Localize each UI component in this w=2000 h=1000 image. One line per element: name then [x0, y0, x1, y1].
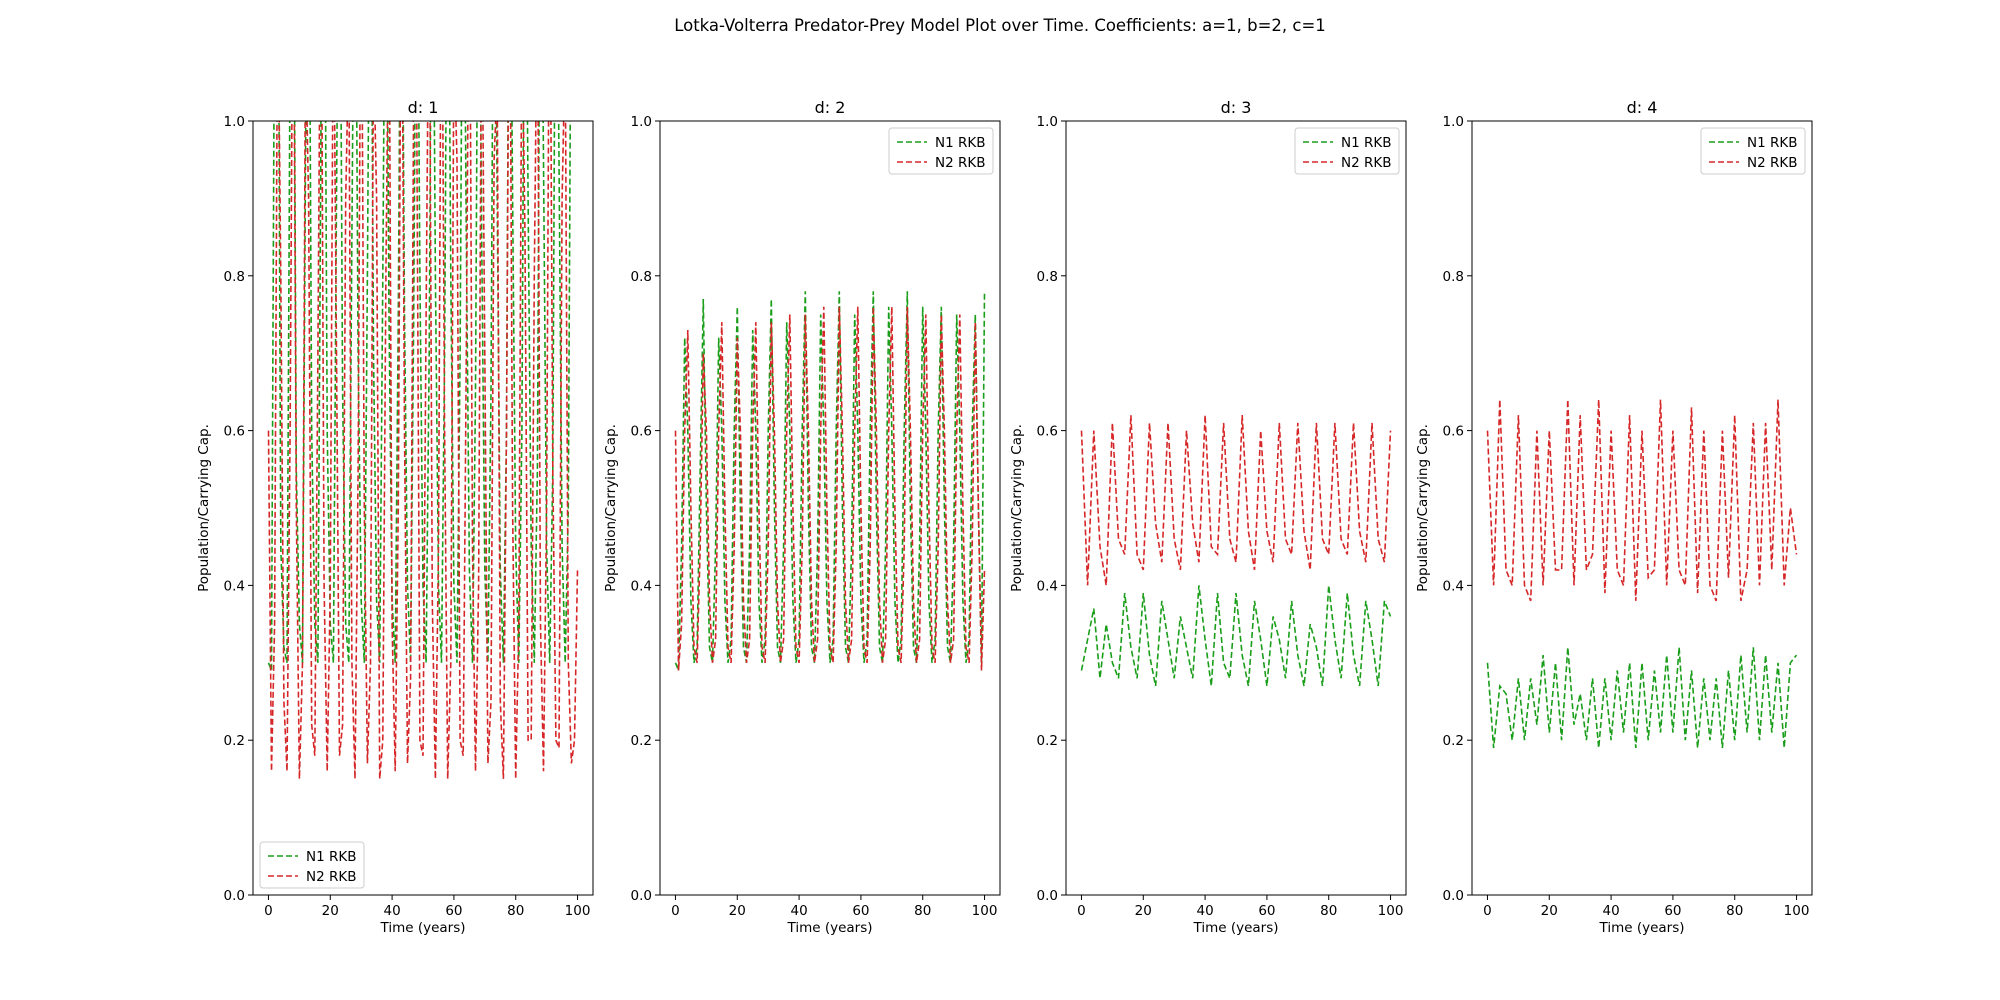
- plot-frame: [659, 120, 1001, 896]
- y-tick-label: 1.0: [631, 114, 652, 130]
- legend-label: N1 RKB: [935, 135, 985, 151]
- y-tick-label: 0.8: [1037, 269, 1058, 285]
- x-tick-label: 80: [914, 903, 931, 919]
- subplot-title: d: 3: [1221, 98, 1252, 117]
- x-tick-label: 60: [852, 903, 869, 919]
- y-tick-label: 0.2: [631, 733, 652, 749]
- x-tick-label: 20: [729, 903, 746, 919]
- y-tick-label: 0.2: [1443, 733, 1464, 749]
- x-tick-label: 60: [445, 903, 462, 919]
- y-tick-label: 1.0: [1037, 114, 1058, 130]
- x-tick-label: 0: [264, 903, 273, 919]
- x-tick-label: 100: [972, 903, 998, 919]
- y-tick-label: 0.8: [224, 269, 245, 285]
- series-line-n1: [267, 121, 572, 671]
- x-tick-label: 80: [1726, 903, 1743, 919]
- legend: N1 RKB N2 RKB: [259, 841, 365, 889]
- x-tick-label: 100: [565, 903, 591, 919]
- series-line-n1: [1486, 647, 1798, 748]
- x-axis-label: Time (years): [1598, 920, 1684, 936]
- x-axis-label: Time (years): [786, 920, 872, 936]
- y-tick-label: 0.0: [631, 888, 652, 904]
- x-tick-label: 80: [1320, 903, 1337, 919]
- subplot-title: d: 4: [1627, 98, 1658, 117]
- x-tick-label: 100: [1784, 903, 1810, 919]
- y-tick-label: 0.2: [1037, 733, 1058, 749]
- y-tick-label: 0.0: [1037, 888, 1058, 904]
- legend-label: N1 RKB: [1747, 135, 1797, 151]
- series-line-n2: [1080, 415, 1392, 586]
- y-tick-label: 0.0: [1443, 888, 1464, 904]
- x-tick-label: 80: [507, 903, 524, 919]
- x-tick-label: 40: [790, 903, 807, 919]
- x-tick-label: 60: [1258, 903, 1275, 919]
- legend-label: N1 RKB: [306, 849, 356, 865]
- legend: N1 RKB N2 RKB: [1294, 127, 1400, 175]
- y-tick-label: 0.6: [1443, 424, 1464, 440]
- x-axis-label: Time (years): [1192, 920, 1278, 936]
- x-tick-label: 0: [1483, 903, 1492, 919]
- y-tick-label: 0.6: [224, 424, 245, 440]
- x-tick-label: 40: [383, 903, 400, 919]
- y-axis-label: Population/Carrying Cap.: [1009, 424, 1025, 592]
- y-tick-label: 0.8: [1443, 269, 1464, 285]
- y-tick-label: 0.4: [1037, 578, 1058, 594]
- plot-frame: [1471, 120, 1813, 896]
- series-line-n2: [674, 306, 986, 671]
- legend: N1 RKB N2 RKB: [888, 127, 994, 175]
- y-axis-label: Population/Carrying Cap.: [1415, 424, 1431, 592]
- subplot-3: 0 20 40 60 80 100 0.0 0.2 0.4 0.6 0.8 1.0 d: 3 Time (…: [1009, 98, 1407, 936]
- plot-frame: [1065, 120, 1407, 896]
- subplot-title: d: 2: [815, 98, 846, 117]
- x-tick-label: 40: [1602, 903, 1619, 919]
- plot-frame: [252, 120, 594, 896]
- x-axis-label: Time (years): [379, 920, 465, 936]
- legend-label: N2 RKB: [1747, 155, 1797, 171]
- x-tick-label: 100: [1378, 903, 1404, 919]
- subplot-4: 0 20 40 60 80 100 0.0 0.2 0.4 0.6 0.8 1.0 d: 4 Time (…: [1415, 98, 1813, 936]
- y-tick-label: 0.6: [1037, 424, 1058, 440]
- series-line-n1: [1080, 585, 1392, 687]
- y-tick-label: 0.8: [631, 269, 652, 285]
- y-axis-label: Population/Carrying Cap.: [196, 424, 212, 592]
- legend-label: N1 RKB: [1341, 135, 1391, 151]
- figure-title: Lotka-Volterra Predator-Prey Model Plot …: [674, 16, 1326, 35]
- y-axis-label: Population/Carrying Cap.: [603, 424, 619, 592]
- x-tick-label: 20: [1541, 903, 1558, 919]
- x-tick-label: 60: [1664, 903, 1681, 919]
- series-line-n2: [267, 121, 579, 779]
- y-tick-label: 0.4: [224, 578, 245, 594]
- y-tick-label: 0.6: [631, 424, 652, 440]
- x-tick-label: 20: [322, 903, 339, 919]
- y-tick-label: 1.0: [1443, 114, 1464, 130]
- y-tick-label: 0.2: [224, 733, 245, 749]
- legend-label: N2 RKB: [306, 869, 356, 885]
- legend-label: N2 RKB: [935, 155, 985, 171]
- series-line-n2: [1486, 399, 1798, 602]
- x-tick-label: 20: [1135, 903, 1152, 919]
- y-tick-label: 0.0: [224, 888, 245, 904]
- y-tick-label: 0.4: [631, 578, 652, 594]
- y-tick-label: 0.4: [1443, 578, 1464, 594]
- subplot-title: d: 1: [408, 98, 439, 117]
- legend: N1 RKB N2 RKB: [1700, 127, 1806, 175]
- legend-label: N2 RKB: [1341, 155, 1391, 171]
- subplot-1: 0 20 40 60 80 100 0.0 0.2 0.4 0.6 0.8 1.0 d: 1 Time (…: [196, 98, 594, 936]
- x-tick-label: 40: [1196, 903, 1213, 919]
- y-tick-label: 1.0: [224, 114, 245, 130]
- subplot-2: 0 20 40 60 80 100 0.0 0.2 0.4 0.6 0.8 1.0 d: 2 Time (…: [603, 98, 1001, 936]
- x-tick-label: 0: [671, 903, 680, 919]
- x-tick-label: 0: [1077, 903, 1086, 919]
